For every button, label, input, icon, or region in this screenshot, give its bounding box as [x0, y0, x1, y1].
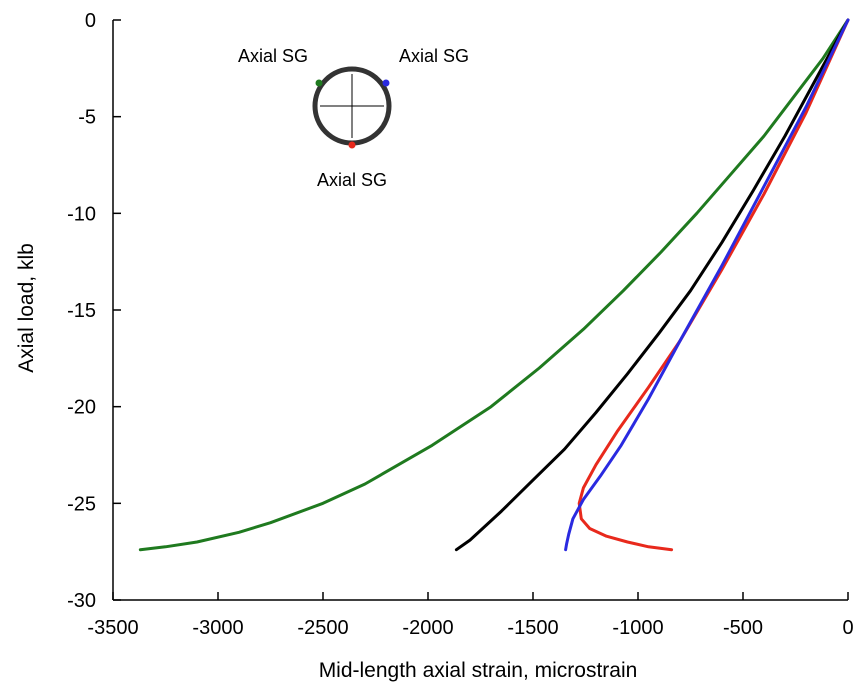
x-tick-label: -500: [723, 617, 763, 639]
x-tick-label: -2500: [297, 617, 348, 639]
y-tick-label: -20: [67, 397, 96, 419]
x-tick-label: -3500: [87, 617, 138, 639]
sg-label-green: Axial SG: [238, 46, 308, 66]
y-tick-label: -5: [78, 107, 96, 129]
sg-label-blue: Axial SG: [399, 46, 469, 66]
x-tick-label: -1500: [507, 617, 558, 639]
x-tick-label: 0: [842, 617, 853, 639]
sg-marker-blue: [382, 79, 390, 87]
series-line-1: [454, 18, 850, 552]
series-line-2: [577, 18, 850, 552]
sg-label-red: Axial SG: [317, 170, 387, 190]
y-tick-label: -10: [67, 203, 96, 225]
sg-marker-red: [348, 141, 356, 149]
x-tick-label: -1000: [612, 617, 663, 639]
strain-gauge-diagram: Axial SG Axial SG Axial SG: [238, 46, 469, 190]
axes: -3500 -3000 -2500 -2000 -1500 -1000 -500 0 0 -5 -1…: [67, 10, 853, 639]
sg-marker-green: [315, 79, 323, 87]
series-line-3: [564, 18, 850, 552]
y-tick-label: -15: [67, 300, 96, 322]
series-group: [138, 18, 850, 552]
y-axis-title: Axial load, klb: [15, 243, 38, 373]
x-tick-label: -3000: [192, 617, 243, 639]
y-tick-label: -30: [67, 590, 96, 612]
series-line-0: [138, 18, 850, 552]
x-axis-title: Mid-length axial strain, microstrain: [319, 659, 638, 682]
x-tick-label: -2000: [402, 617, 453, 639]
y-tick-label: -25: [67, 493, 96, 515]
y-tick-label: 0: [85, 10, 96, 32]
